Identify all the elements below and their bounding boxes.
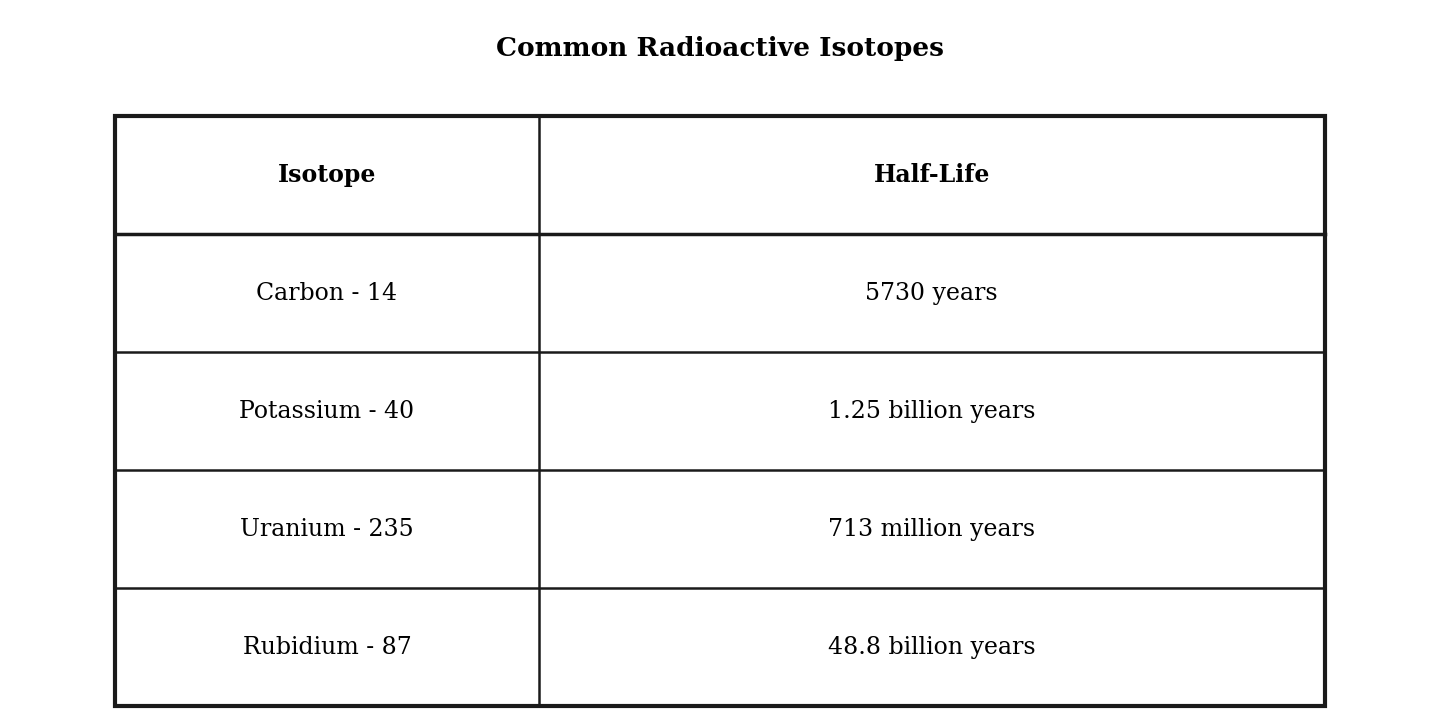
- Text: Uranium - 235: Uranium - 235: [240, 518, 413, 541]
- Text: Half-Life: Half-Life: [874, 164, 989, 187]
- Text: Common Radioactive Isotopes: Common Radioactive Isotopes: [495, 36, 945, 61]
- Text: Isotope: Isotope: [278, 164, 376, 187]
- Text: Potassium - 40: Potassium - 40: [239, 400, 415, 423]
- Text: 5730 years: 5730 years: [865, 282, 998, 305]
- Text: 1.25 billion years: 1.25 billion years: [828, 400, 1035, 423]
- Text: Rubidium - 87: Rubidium - 87: [242, 636, 412, 659]
- Text: 48.8 billion years: 48.8 billion years: [828, 636, 1035, 659]
- Text: Carbon - 14: Carbon - 14: [256, 282, 397, 305]
- Text: 713 million years: 713 million years: [828, 518, 1035, 541]
- Bar: [115, 116, 1325, 706]
